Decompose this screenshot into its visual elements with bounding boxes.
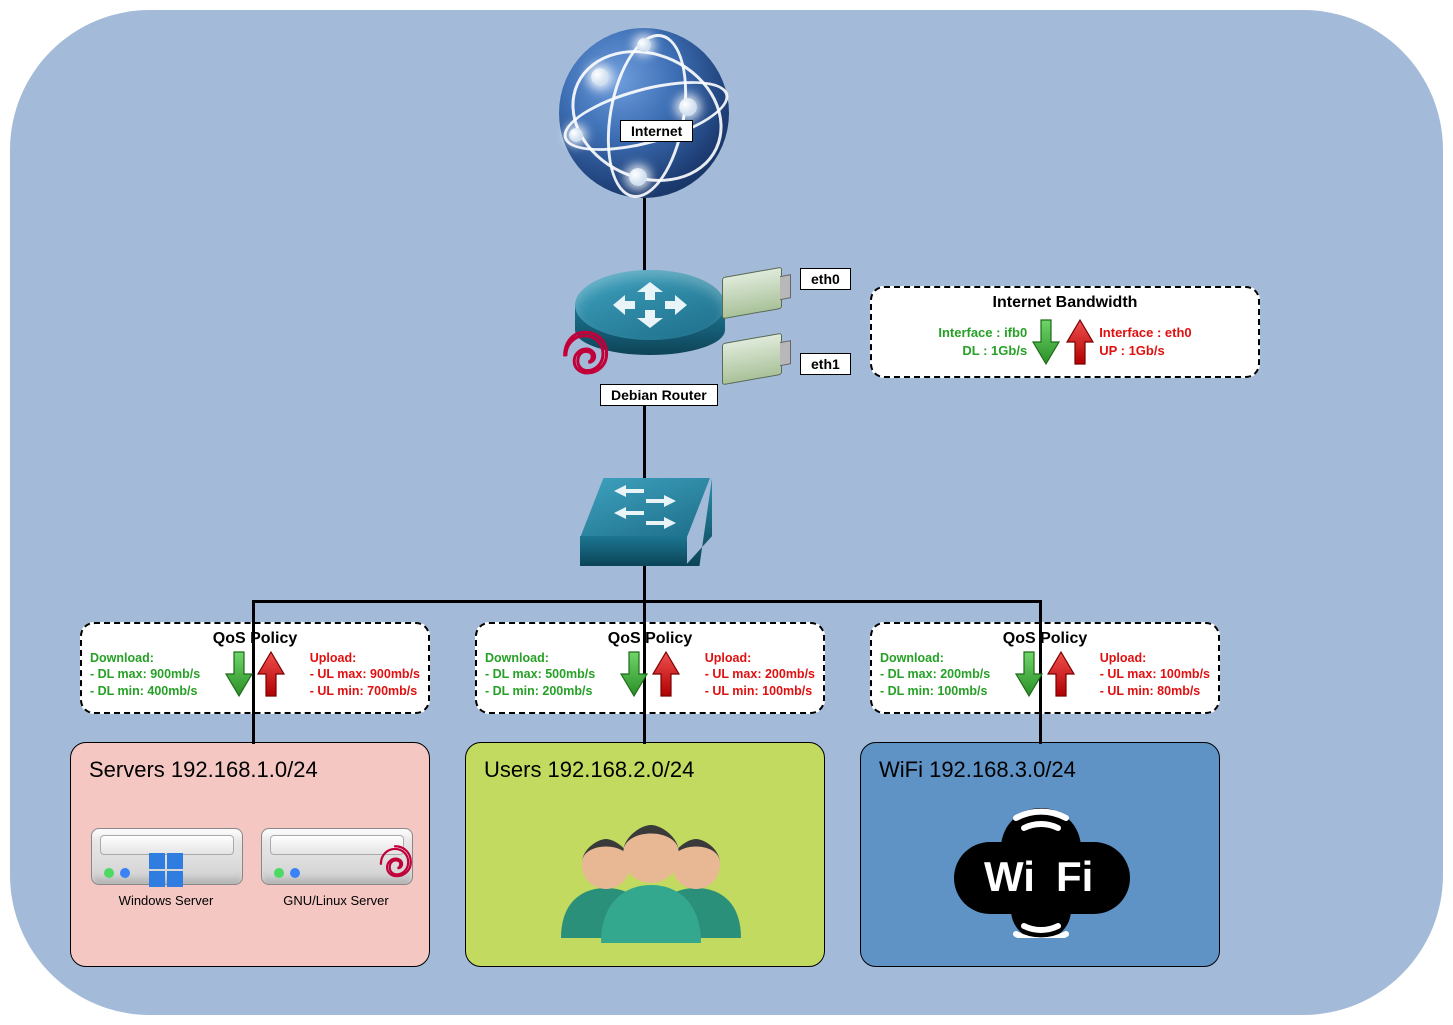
bw-dl-if: Interface : ifb0 — [938, 325, 1027, 340]
qos-dl-2: Download: - DL max: 200mb/s - DL min: 10… — [880, 650, 990, 699]
q2-up-h: Upload: — [1100, 651, 1147, 665]
diagram-canvas: Internet eth0 eth1 Debian Router Interne… — [0, 0, 1453, 1025]
q2-dl-2: - DL min: 100mb/s — [880, 684, 987, 698]
qos-up-2: Upload: - UL max: 100mb/s - UL min: 80mb… — [1100, 650, 1210, 699]
switch-icon — [580, 478, 710, 573]
bandwidth-title: Internet Bandwidth — [872, 294, 1258, 312]
bus-line — [252, 600, 1042, 603]
bandwidth-dl: Interface : ifb0 DL : 1Gb/s — [938, 324, 1027, 359]
bandwidth-box: Internet Bandwidth Interface : ifb0 DL :… — [870, 286, 1260, 378]
debian-swirl-icon — [555, 325, 615, 385]
bw-dl-speed: DL : 1Gb/s — [962, 343, 1027, 358]
qos-box-servers: QoS Policy Download: - DL max: 900mb/s -… — [80, 622, 430, 714]
q1-dl-h: Download: — [485, 651, 549, 665]
qos-dl-0: Download: - DL max: 900mb/s - DL min: 40… — [90, 650, 200, 699]
q0-dl-1: - DL max: 900mb/s — [90, 667, 200, 681]
zone-servers: Servers 192.168.1.0/24 Windows Server GN… — [70, 742, 430, 967]
qos-title-2: QoS Policy — [872, 630, 1218, 648]
zone-users-title: Users 192.168.2.0/24 — [484, 757, 806, 783]
qos-title-0: QoS Policy — [82, 630, 428, 648]
link-internet-router — [643, 198, 646, 272]
q0-dl-2: - DL min: 400mb/s — [90, 684, 197, 698]
internet-globe-icon — [559, 28, 729, 198]
arrow-down-icon — [1014, 650, 1044, 698]
qos-up-1: Upload: - UL max: 200mb/s - UL min: 100m… — [705, 650, 815, 699]
svg-text:Fi: Fi — [1056, 853, 1093, 900]
arrow-up-icon — [1065, 318, 1095, 366]
q1-up-h: Upload: — [705, 651, 752, 665]
q2-up-2: - UL min: 80mb/s — [1100, 684, 1200, 698]
qos-up-0: Upload: - UL max: 900mb/s - UL min: 700m… — [310, 650, 420, 699]
zone-users: Users 192.168.2.0/24 — [465, 742, 825, 967]
debian-swirl-small-icon — [373, 841, 417, 885]
svg-text:Wi: Wi — [984, 853, 1035, 900]
arrow-up-icon — [651, 650, 681, 698]
q2-dl-h: Download: — [880, 651, 944, 665]
q1-up-2: - UL min: 100mb/s — [705, 684, 812, 698]
zone-wifi: WiFi 192.168.3.0/24 Wi Fi — [860, 742, 1220, 967]
arrow-down-icon — [619, 650, 649, 698]
switch-arrows-icon — [600, 483, 690, 533]
q1-dl-2: - DL min: 200mb/s — [485, 684, 592, 698]
link-switch-bus — [643, 566, 646, 602]
windows-server-label: Windows Server — [86, 893, 246, 908]
drop-2 — [643, 600, 646, 624]
q1-dl-1: - DL max: 500mb/s — [485, 667, 595, 681]
zone-servers-title: Servers 192.168.1.0/24 — [89, 757, 411, 783]
q0-up-2: - UL min: 700mb/s — [310, 684, 417, 698]
router-label: Debian Router — [600, 384, 718, 406]
internet-label: Internet — [620, 120, 693, 142]
users-group-icon — [556, 793, 746, 943]
q1-up-1: - UL max: 200mb/s — [705, 667, 815, 681]
link-router-switch — [643, 405, 646, 479]
zone-wifi-title: WiFi 192.168.3.0/24 — [879, 757, 1201, 783]
q2-up-1: - UL max: 100mb/s — [1100, 667, 1210, 681]
q0-up-h: Upload: — [310, 651, 357, 665]
eth1-label: eth1 — [800, 353, 851, 375]
q0-dl-h: Download: — [90, 651, 154, 665]
qos-title-1: QoS Policy — [477, 630, 823, 648]
bw-up-if: Interface : eth0 — [1099, 325, 1191, 340]
arrow-down-icon — [1031, 318, 1061, 366]
wifi-logo-icon: Wi Fi — [936, 798, 1146, 938]
bw-up-speed: UP : 1Gb/s — [1099, 343, 1165, 358]
linux-server-label: GNU/Linux Server — [256, 893, 416, 908]
qos-box-users: QoS Policy Download: - DL max: 500mb/s -… — [475, 622, 825, 714]
arrow-up-icon — [1046, 650, 1076, 698]
bandwidth-up: Interface : eth0 UP : 1Gb/s — [1099, 324, 1191, 359]
qos-box-wifi: QoS Policy Download: - DL max: 200mb/s -… — [870, 622, 1220, 714]
drop-1 — [252, 600, 255, 624]
eth0-label: eth0 — [800, 268, 851, 290]
windows-logo-icon — [149, 853, 183, 887]
arrow-down-icon — [224, 650, 254, 698]
q0-up-1: - UL max: 900mb/s — [310, 667, 420, 681]
qos-dl-1: Download: - DL max: 500mb/s - DL min: 20… — [485, 650, 595, 699]
q2-dl-1: - DL max: 200mb/s — [880, 667, 990, 681]
arrow-up-icon — [256, 650, 286, 698]
drop-3 — [1039, 600, 1042, 624]
